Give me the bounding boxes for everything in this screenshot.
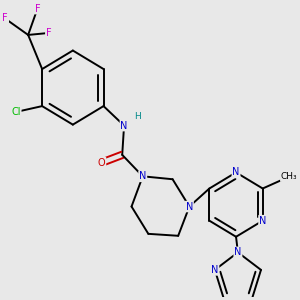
Text: CH₃: CH₃: [280, 172, 297, 181]
Text: N: N: [259, 216, 266, 226]
Text: F: F: [35, 4, 40, 14]
Text: F: F: [2, 13, 8, 23]
Text: N: N: [211, 265, 218, 275]
Text: N: N: [232, 167, 240, 177]
Text: N: N: [186, 202, 193, 212]
Text: O: O: [98, 158, 106, 168]
Text: N: N: [234, 248, 242, 257]
Text: H: H: [134, 112, 140, 121]
Text: N: N: [139, 171, 146, 181]
Text: Cl: Cl: [11, 107, 21, 117]
Text: N: N: [120, 121, 128, 130]
Text: F: F: [46, 28, 52, 38]
